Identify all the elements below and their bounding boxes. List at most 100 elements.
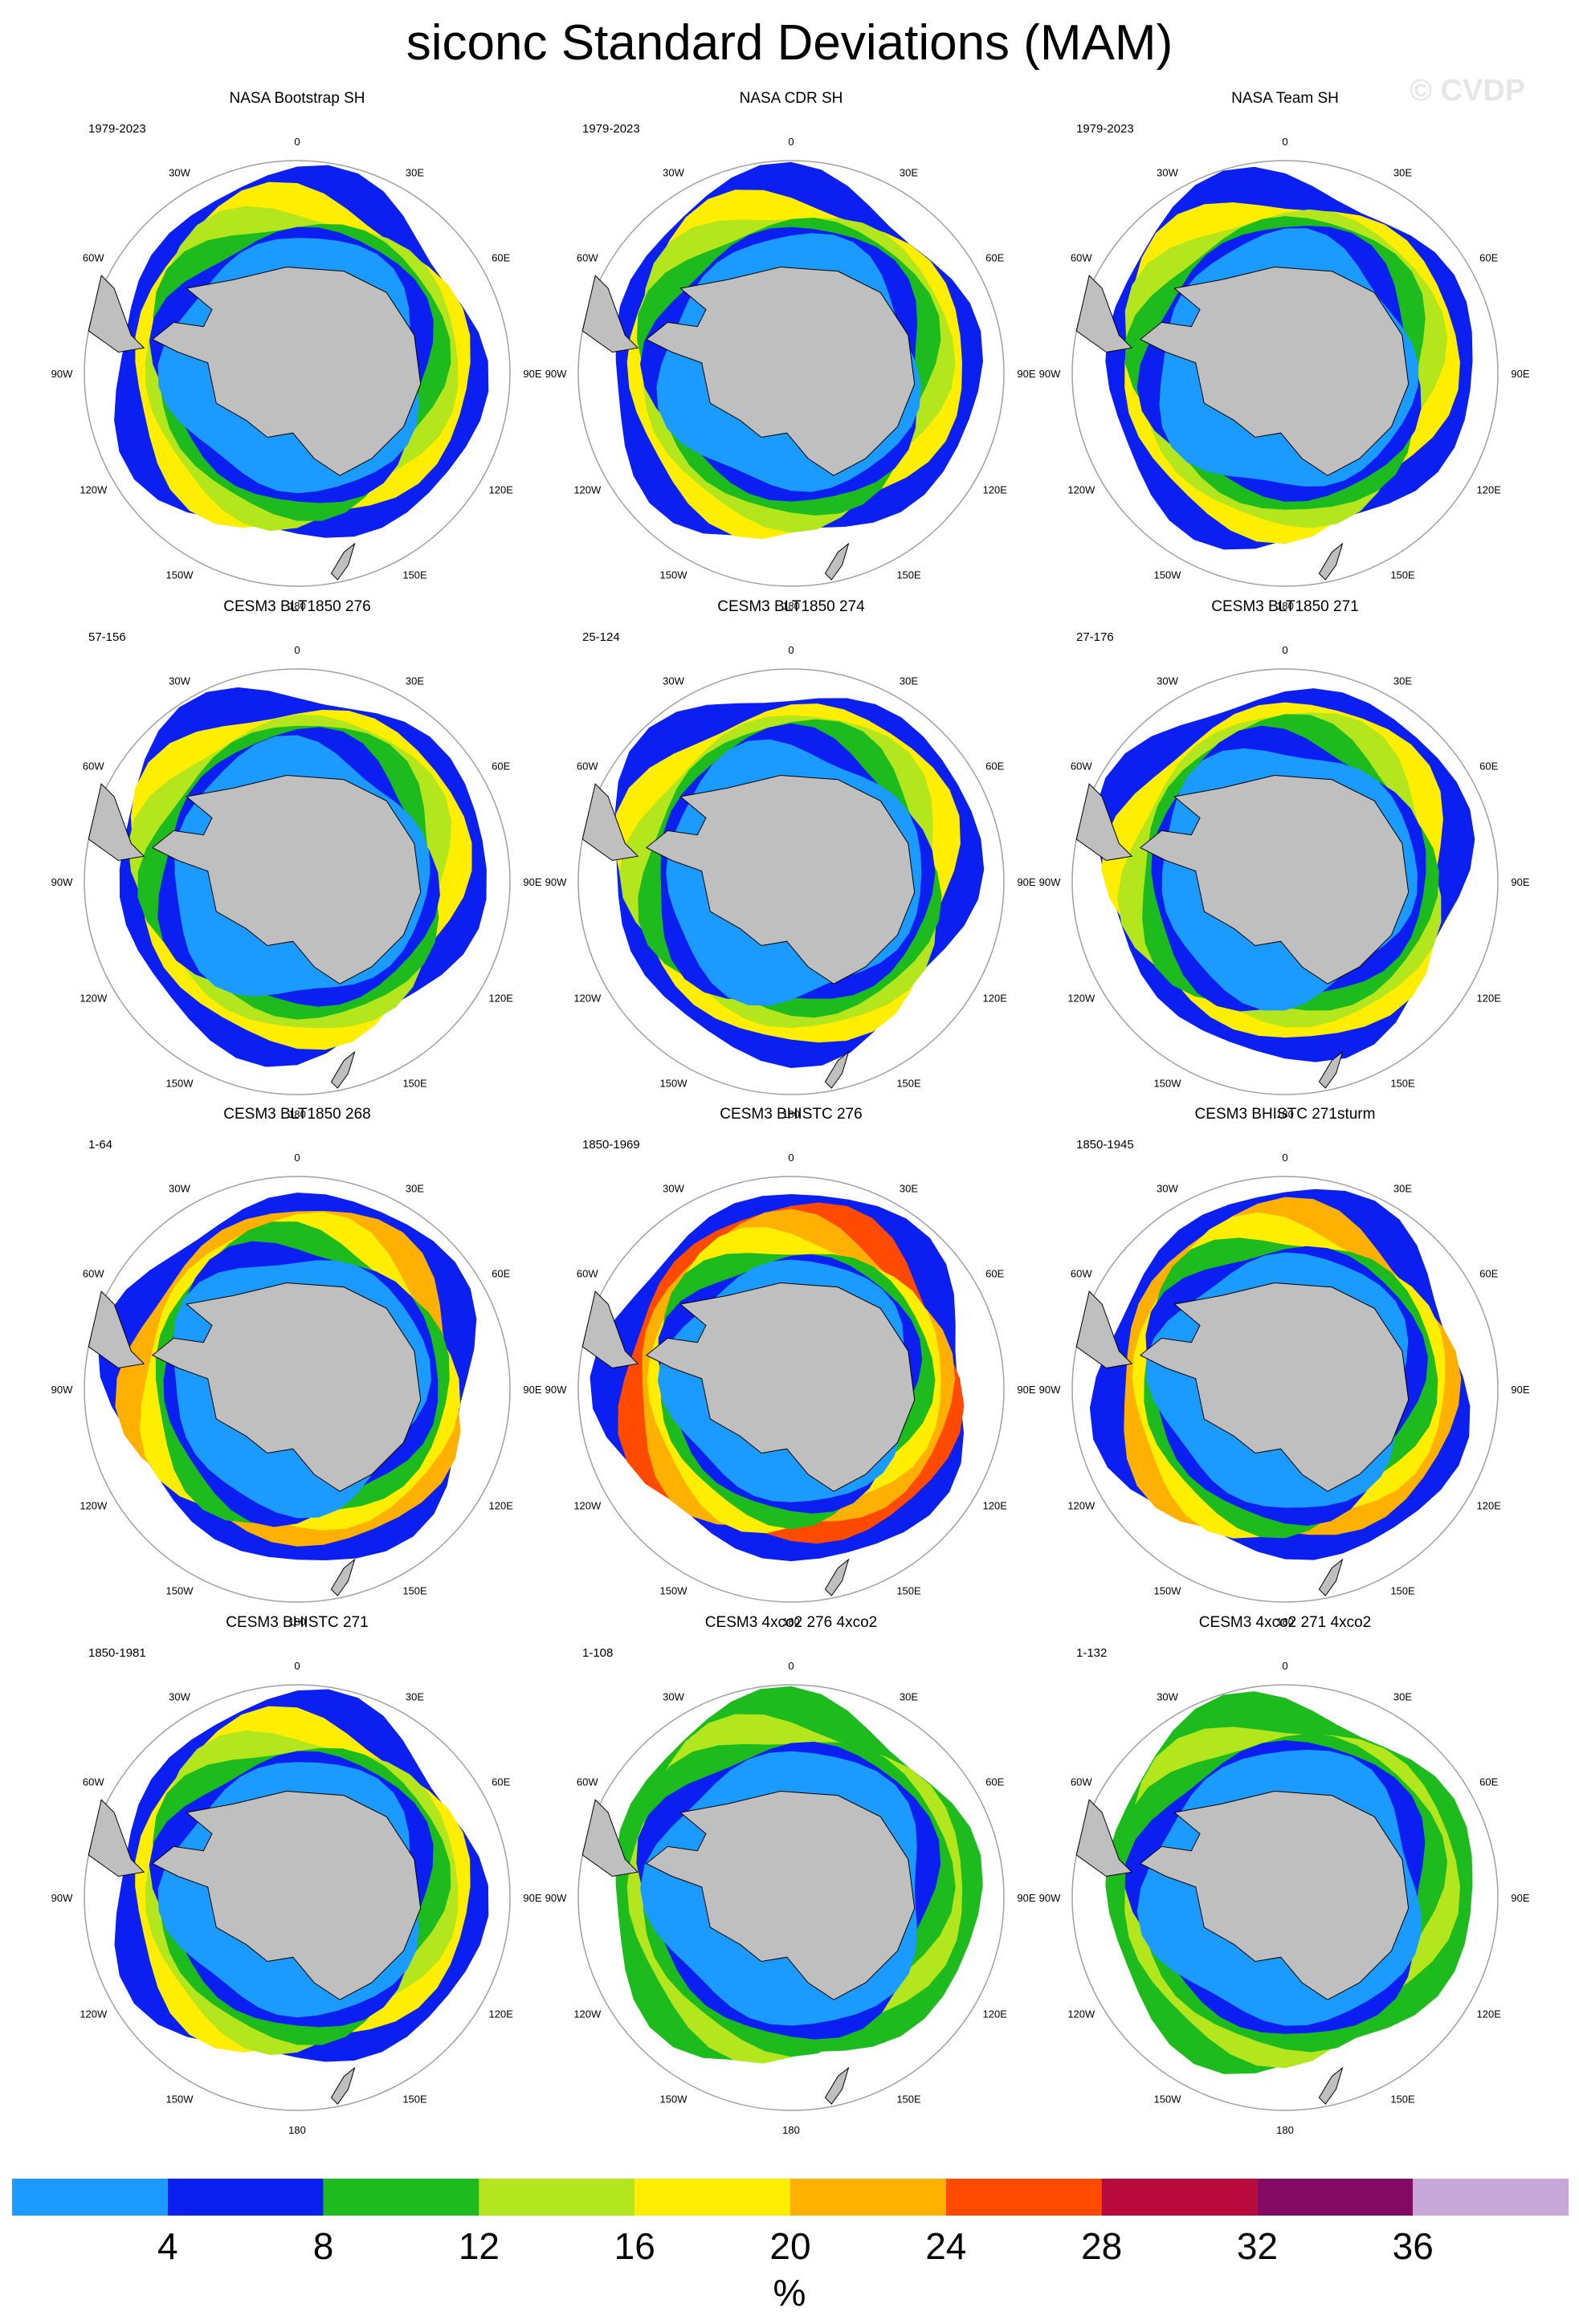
longitude-label: 180: [782, 1108, 800, 1120]
south-america-landmass: [88, 1290, 145, 1369]
longitude-label: 150W: [660, 569, 688, 581]
longitude-label: 120E: [1477, 1500, 1502, 1512]
longitude-label: 90W: [51, 1892, 73, 1904]
longitude-label: 30E: [1393, 675, 1412, 687]
longitude-label: 150W: [166, 569, 194, 581]
longitude-label: 150E: [402, 1584, 427, 1596]
longitude-label: 30E: [1393, 1691, 1412, 1703]
longitude-label: 90E: [523, 1892, 541, 1904]
longitude-label: 60E: [1479, 1776, 1498, 1788]
longitude-label: 120W: [80, 2008, 108, 2020]
map-panel: CESM3 BLT1850 268 1-64 0 30E 60E 90E 120E 150E 1…: [51, 1106, 542, 1628]
longitude-label: 90E: [1017, 876, 1035, 888]
longitude-label: 90W: [1039, 876, 1061, 888]
longitude-label: 120E: [983, 1500, 1008, 1512]
longitude-label: 60E: [1479, 760, 1498, 773]
longitude-label: 120E: [489, 1500, 514, 1512]
panel-title: CESM3 BHISTC 271sturm: [1195, 1106, 1376, 1123]
longitude-label: 30W: [169, 1183, 190, 1195]
longitude-label: 60W: [577, 252, 598, 264]
panel-title: NASA Team SH: [1231, 90, 1339, 107]
longitude-label: 180: [1276, 2124, 1294, 2136]
longitude-label: 60E: [492, 1776, 510, 1788]
longitude-label: 180: [1276, 1108, 1294, 1120]
longitude-label: 90W: [51, 1384, 73, 1396]
longitude-label: 90W: [1039, 368, 1061, 380]
longitude-label: 150E: [402, 1077, 427, 1089]
map-panel: CESM3 BLT1850 271 27-176 0 30E 60E 90E 120E 150…: [1039, 598, 1530, 1120]
longitude-label: 90E: [523, 876, 541, 888]
panel-period: 1979-2023: [88, 122, 146, 136]
longitude-label: 120E: [1477, 484, 1502, 496]
longitude-label: 30W: [663, 1691, 684, 1703]
longitude-label: 120W: [80, 484, 108, 496]
longitude-label: 180: [288, 1616, 306, 1628]
longitude-label: 30W: [1157, 675, 1178, 687]
longitude-label: 60W: [1071, 760, 1092, 773]
longitude-label: 120E: [489, 484, 514, 496]
longitude-label: 30E: [406, 675, 424, 687]
longitude-label: 180: [1276, 600, 1294, 612]
longitude-label: 90W: [51, 368, 73, 380]
map-panel: CESM3 BLT1850 274 25-124 0 30E 60E 90E 120E 150…: [545, 598, 1036, 1120]
panel-period: 25-124: [582, 630, 620, 644]
longitude-label: 150W: [166, 2093, 194, 2105]
south-america-landmass: [88, 1799, 145, 1878]
antarctica-landmass: [151, 1790, 422, 2000]
longitude-label: 0: [294, 644, 300, 656]
south-america-landmass: [581, 275, 639, 353]
longitude-label: 150W: [166, 1584, 194, 1596]
map-panel: CESM3 4xco2 271 4xco2 1-132 0 30E 60E 90E 120E…: [1039, 1614, 1530, 2136]
panel-title: CESM3 BHISTC 276: [720, 1106, 862, 1123]
antarctica-landmass: [645, 1282, 916, 1492]
map-panel: NASA Bootstrap SH 1979-2023 0 30E 60E 90E 120E…: [51, 90, 542, 612]
antarctica-landmass: [645, 1790, 916, 2000]
longitude-label: 150E: [1390, 2093, 1415, 2105]
map-panel: CESM3 BHISTC 271sturm 1850-1945 0 30E 60E 90E…: [1039, 1106, 1530, 1628]
longitude-label: 150W: [660, 1584, 688, 1596]
south-america-landmass: [1075, 275, 1133, 353]
longitude-label: 30E: [406, 167, 424, 179]
longitude-label: 90W: [51, 876, 73, 888]
longitude-label: 30E: [900, 1183, 918, 1195]
watermark: © CVDP: [1410, 74, 1526, 108]
longitude-label: 90W: [545, 1384, 567, 1396]
antarctica-landmass: [1139, 266, 1410, 476]
longitude-label: 150E: [896, 569, 921, 581]
map-panel: NASA Team SH 1979-2023 0 30E 60E 90E 120E 150E 1…: [1039, 90, 1530, 612]
panel-period: 27-176: [1076, 630, 1114, 644]
longitude-label: 60W: [577, 1776, 598, 1788]
longitude-label: 60W: [83, 760, 104, 773]
panel-period: 1850-1981: [88, 1646, 146, 1660]
longitude-label: 60W: [83, 252, 104, 264]
panel-title: CESM3 BLT1850 271: [1211, 598, 1358, 615]
longitude-label: 0: [788, 644, 794, 656]
longitude-label: 60W: [1071, 1776, 1092, 1788]
longitude-label: 30E: [406, 1691, 424, 1703]
longitude-label: 120W: [1067, 1500, 1096, 1512]
longitude-label: 30W: [169, 167, 190, 179]
new-zealand-landmass: [824, 2066, 850, 2105]
longitude-label: 180: [288, 600, 306, 612]
longitude-label: 90E: [523, 368, 541, 380]
panel-title: CESM3 BLT1850 274: [717, 598, 865, 615]
antarctica-landmass: [645, 266, 916, 476]
longitude-label: 60E: [985, 1268, 1004, 1280]
panel-period: 1850-1945: [1076, 1138, 1134, 1152]
new-zealand-landmass: [1318, 542, 1344, 581]
longitude-label: 30W: [1157, 1183, 1178, 1195]
longitude-label: 30E: [900, 1691, 918, 1703]
panel-period: 1-132: [1076, 1646, 1107, 1660]
longitude-label: 120E: [983, 993, 1008, 1005]
panel-title: CESM3 BLT1850 276: [223, 598, 370, 615]
longitude-label: 120W: [573, 1500, 602, 1512]
south-america-landmass: [88, 275, 145, 353]
map-panel: CESM3 BHISTC 276 1850-1969 0 30E 60E 90E 120E 1…: [545, 1106, 1036, 1628]
panel-period: 1979-2023: [1076, 122, 1134, 136]
map-panel: CESM3 BLT1850 276 57-156 0 30E 60E 90E 120E 150…: [51, 598, 542, 1120]
panel-period: 1-64: [88, 1138, 112, 1152]
longitude-label: 90E: [1511, 876, 1529, 888]
longitude-label: 30E: [900, 167, 918, 179]
longitude-label: 90W: [545, 368, 567, 380]
page-title: siconc Standard Deviations (MAM): [406, 15, 1173, 71]
